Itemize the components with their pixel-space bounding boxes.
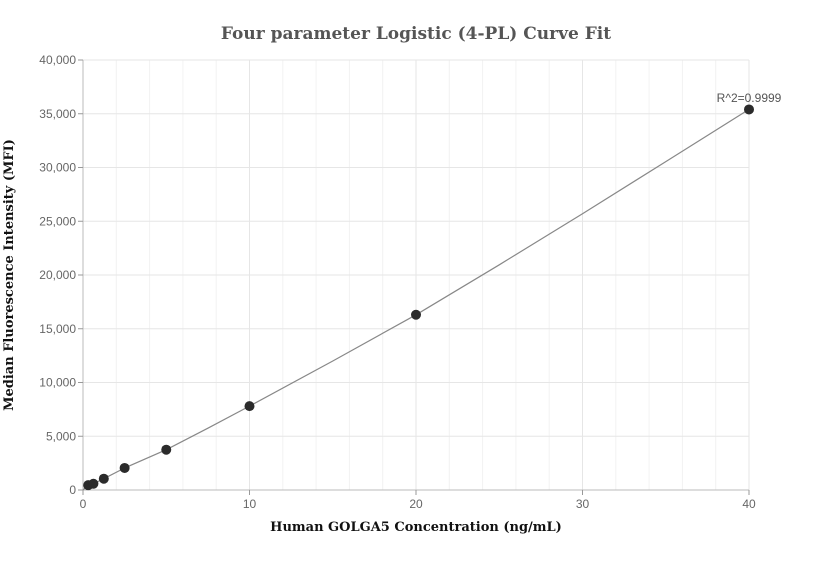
x-tick-label: 0 — [80, 497, 87, 511]
tick-layer: 0 10 20 30 40 0 5,000 10,000 15,000 20,000 25,000 3… — [39, 53, 756, 511]
x-tick-label: 20 — [409, 497, 423, 511]
data-point[interactable] — [411, 309, 421, 320]
x-tick-label: 10 — [243, 497, 257, 511]
grid-layer — [82, 59, 750, 491]
data-point[interactable] — [98, 473, 109, 484]
data-point[interactable] — [119, 462, 130, 473]
data-point[interactable] — [244, 401, 255, 412]
chart-title: Four parameter Logistic (4-PL) Curve Fit — [221, 24, 611, 44]
y-tick-label: 0 — [69, 483, 76, 497]
y-tick-label: 25,000 — [39, 214, 76, 228]
x-axis-title: Human GOLGA5 Concentration (ng/mL) — [270, 520, 562, 535]
x-tick-label: 30 — [576, 497, 590, 511]
data-point[interactable] — [161, 444, 172, 455]
r-squared-annotation: R^2=0.9999 — [717, 91, 782, 105]
y-tick-label: 5,000 — [46, 429, 76, 443]
y-tick-label: 10,000 — [39, 376, 76, 390]
data-point[interactable] — [88, 478, 99, 489]
data-point[interactable] — [744, 104, 754, 115]
y-tick-label: 20,000 — [39, 268, 76, 282]
y-tick-label: 30,000 — [39, 161, 76, 175]
x-tick-label: 40 — [742, 497, 756, 511]
y-axis-title: Median Fluorescence Intensity (MFI) — [2, 139, 17, 411]
y-tick-label: 40,000 — [39, 53, 76, 67]
y-tick-label: 35,000 — [39, 107, 76, 121]
data-points — [83, 104, 754, 491]
y-tick-label: 15,000 — [39, 322, 76, 336]
